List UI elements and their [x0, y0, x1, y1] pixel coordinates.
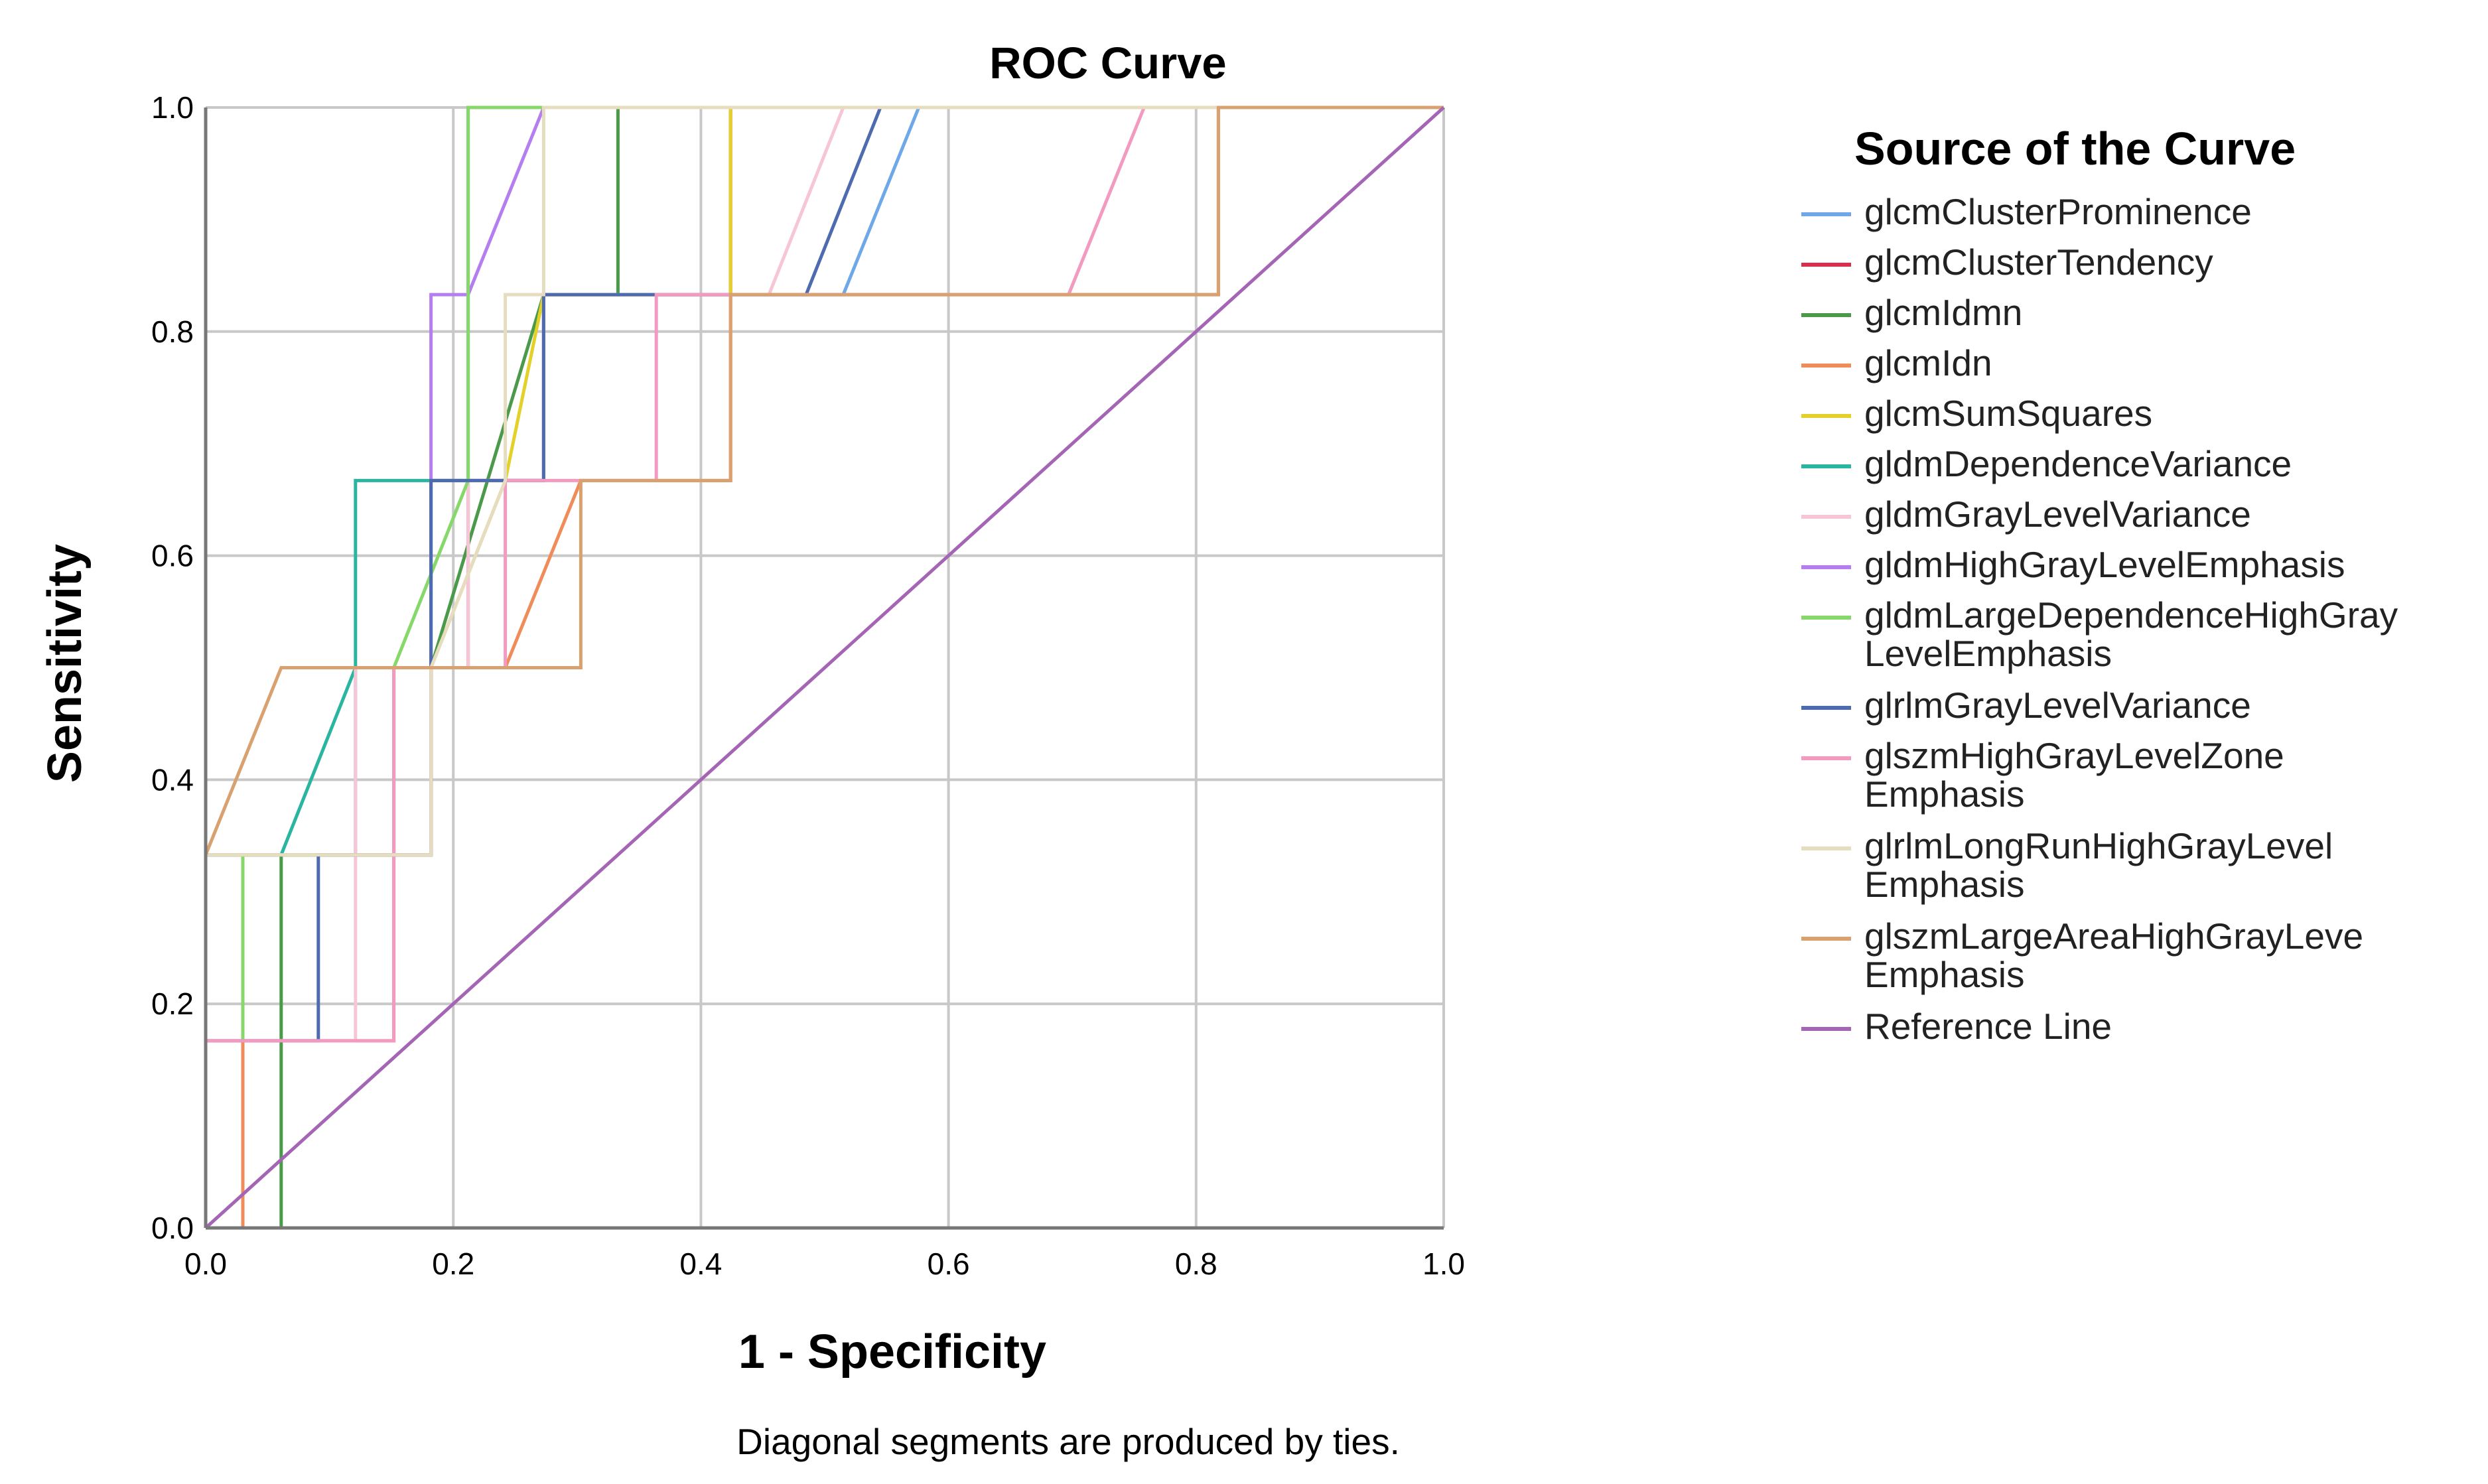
legend-label: Emphasis [1864, 864, 2024, 905]
legend-item: Reference Line [1801, 1006, 2112, 1047]
legend-item: glcmIdmn [1801, 292, 2022, 333]
legend-label: glcmClusterTendency [1864, 241, 2213, 283]
x-tick-label: 0.0 [184, 1247, 227, 1281]
x-tick-label: 0.4 [679, 1247, 722, 1281]
y-tick-label: 0.8 [151, 314, 194, 349]
x-axis-label: 1 - Specificity [738, 1325, 1046, 1379]
legend-label: gldmDependenceVariance [1864, 443, 2292, 484]
y-tick-label: 0.4 [151, 762, 194, 797]
legend-item: glcmClusterTendency [1801, 241, 2213, 283]
legend-label: gldmGrayLevelVariance [1864, 494, 2251, 535]
legend-label: Reference Line [1864, 1006, 2112, 1047]
x-tick-label: 0.2 [432, 1247, 474, 1281]
y-tick-label: 1.0 [151, 90, 194, 125]
legend-label: glcmIdn [1864, 342, 1992, 383]
axes [204, 107, 1444, 1230]
legend-label: glcmSumSquares [1864, 393, 2152, 434]
legend-item: gldmGrayLevelVariance [1801, 494, 2251, 535]
legend-label: Emphasis [1864, 954, 2024, 995]
legend-label: glrlmGrayLevelVariance [1864, 685, 2251, 726]
chart-title: ROC Curve [989, 38, 1226, 88]
tick-labels: 0.0 0.2 0.4 0.6 0.8 1.0 0.0 0.2 0.4 0.6 0.8 1.0 [151, 90, 1465, 1281]
legend-item: gldmHighGrayLevelEmphasis [1801, 544, 2345, 585]
legend-label: gldmLargeDependenceHighGray [1864, 594, 2398, 636]
series-group [204, 105, 1445, 1230]
y-axis-label: Sensitivity [38, 544, 92, 783]
legend-label: glszmHighGrayLevelZone [1864, 735, 2284, 776]
legend-title: Source of the Curve [1854, 123, 2296, 174]
x-tick-label: 0.6 [928, 1247, 970, 1281]
legend-item: glcmIdn [1801, 342, 1992, 383]
y-tick-label: 0.2 [151, 986, 194, 1021]
legend-label: glrlmLongRunHighGrayLevel [1864, 825, 2333, 866]
legend-item: glcmSumSquares [1801, 393, 2152, 434]
x-tick-label: 1.0 [1422, 1247, 1465, 1281]
series-line-14 [204, 106, 1445, 1229]
legend-label: glcmClusterProminence [1864, 191, 2252, 232]
series-line-13 [204, 105, 1444, 1228]
legend-item: glcmClusterProminence [1801, 191, 2252, 232]
footnote: Diagonal segments are produced by ties. [736, 1421, 1400, 1462]
legend-label: glcmIdmn [1864, 292, 2022, 333]
y-tick-label: 0.6 [151, 539, 194, 573]
legend-item: gldmDependenceVariance [1801, 443, 2292, 484]
legend-label: Emphasis [1864, 774, 2024, 815]
legend-label: gldmHighGrayLevelEmphasis [1864, 544, 2345, 585]
legend: glcmClusterProminence glcmClusterTendency… [1801, 191, 2398, 1047]
x-tick-label: 0.8 [1175, 1247, 1217, 1281]
y-tick-label: 0.0 [151, 1211, 194, 1245]
series-line-12 [204, 105, 1444, 1228]
legend-label: LevelEmphasis [1864, 633, 2112, 674]
legend-item: glrlmGrayLevelVariance [1801, 685, 2251, 726]
legend-label: glszmLargeAreaHighGrayLeve [1864, 915, 2363, 957]
